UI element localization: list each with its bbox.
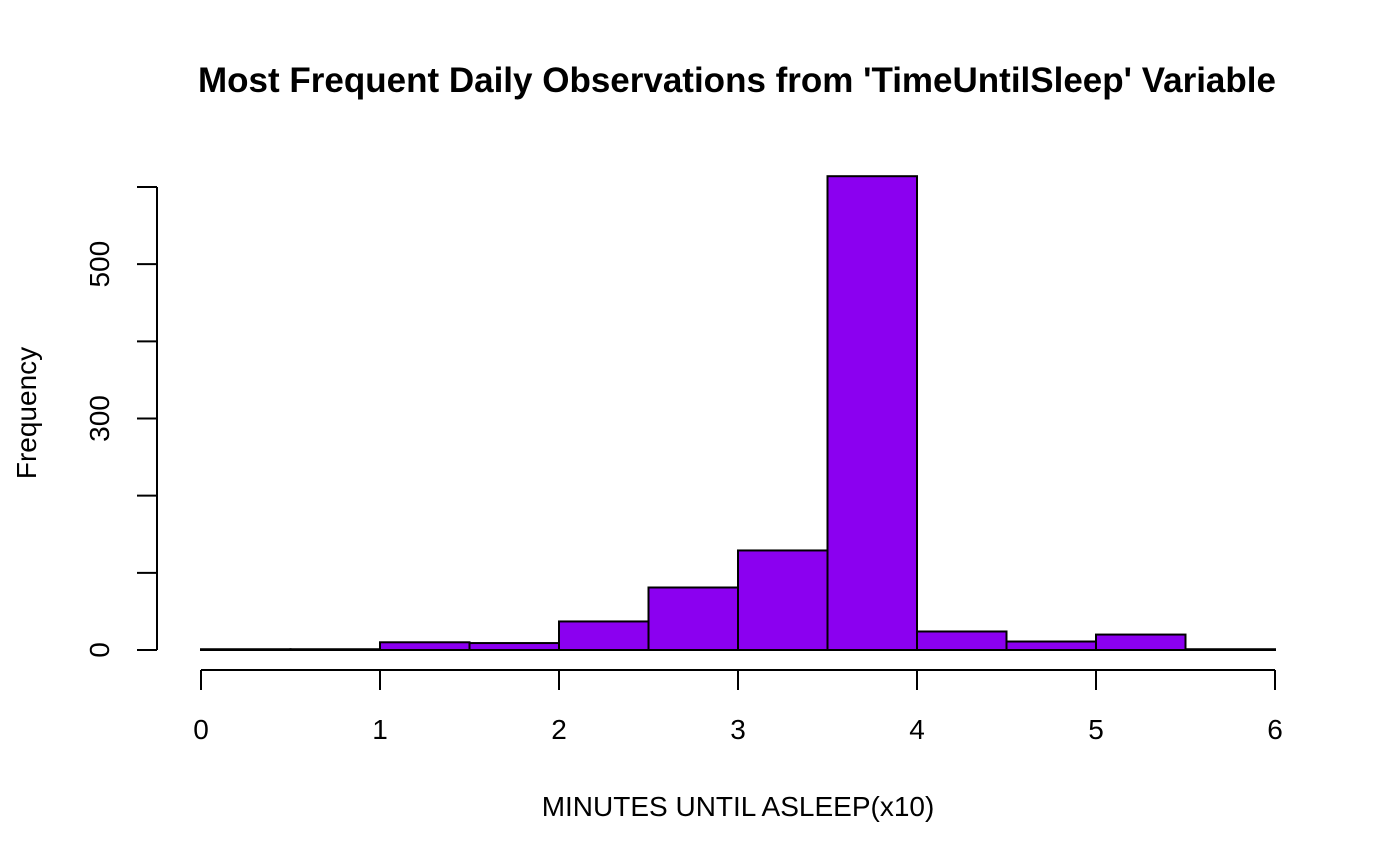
histogram-bar [916,630,1008,651]
histogram-bar [1005,640,1097,651]
x-axis-label: MINUTES UNTIL ASLEEP(x10) [542,791,935,822]
x-tick-label: 1 [372,714,388,745]
histogram-bar [1095,633,1187,651]
x-tick-label: 0 [193,714,209,745]
y-tick-label: 0 [84,642,115,658]
x-tick-label: 3 [730,714,746,745]
x-tick-label: 2 [551,714,567,745]
chart-title: Most Frequent Daily Observations from 'T… [198,61,1276,100]
y-tick-label: 500 [84,241,115,288]
histogram-bar [468,642,560,651]
histogram-bar [379,641,471,651]
bars-group [200,175,1276,652]
histogram-bar [289,648,381,651]
x-tick-label: 4 [909,714,925,745]
y-tick-label: 300 [84,395,115,442]
histogram-bar [558,620,650,651]
y-axis-label: Frequency [11,347,42,479]
y-axis: 0 300 500 [84,186,158,658]
histogram-bar [737,549,829,652]
x-tick-label: 6 [1267,714,1283,745]
x-tick-label: 5 [1088,714,1104,745]
histogram-bar [1184,648,1276,651]
histogram-bar [200,648,292,651]
histogram-bar [647,586,739,651]
histogram-bar [826,175,918,652]
x-axis: 0 1 2 3 4 5 6 [193,669,1283,745]
